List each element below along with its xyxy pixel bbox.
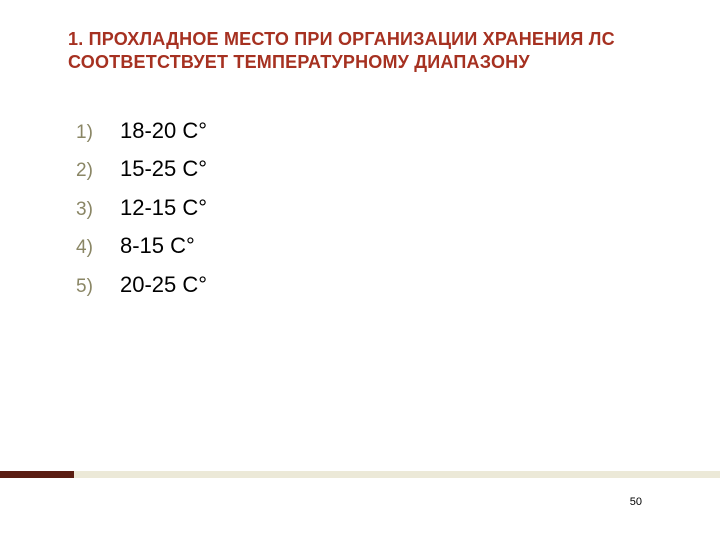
- stripe-accent: [0, 471, 74, 478]
- slide: 1. ПРОХЛАДНОЕ МЕСТО ПРИ ОРГАНИЗАЦИИ ХРАН…: [0, 0, 720, 540]
- stripe-fill: [74, 471, 720, 478]
- page-number: 50: [630, 496, 642, 508]
- answer-option: 4) 8-15 С°: [76, 230, 664, 263]
- question-title: 1. ПРОХЛАДНОЕ МЕСТО ПРИ ОРГАНИЗАЦИИ ХРАН…: [68, 28, 664, 75]
- answer-option: 5) 20-25 С°: [76, 269, 664, 302]
- answer-option: 1) 18-20 С°: [76, 115, 664, 148]
- option-text: 8-15 С°: [120, 230, 195, 262]
- decorative-stripe: [0, 471, 720, 478]
- option-marker: 1): [76, 119, 120, 148]
- option-text: 15-25 С°: [120, 153, 207, 185]
- answer-list: 1) 18-20 С° 2) 15-25 С° 3) 12-15 С° 4) 8…: [76, 115, 664, 302]
- option-text: 18-20 С°: [120, 115, 207, 147]
- answer-option: 2) 15-25 С°: [76, 153, 664, 186]
- option-text: 20-25 С°: [120, 269, 207, 301]
- option-marker: 3): [76, 196, 120, 225]
- answer-option: 3) 12-15 С°: [76, 192, 664, 225]
- option-text: 12-15 С°: [120, 192, 207, 224]
- option-marker: 4): [76, 234, 120, 263]
- option-marker: 2): [76, 157, 120, 186]
- option-marker: 5): [76, 273, 120, 302]
